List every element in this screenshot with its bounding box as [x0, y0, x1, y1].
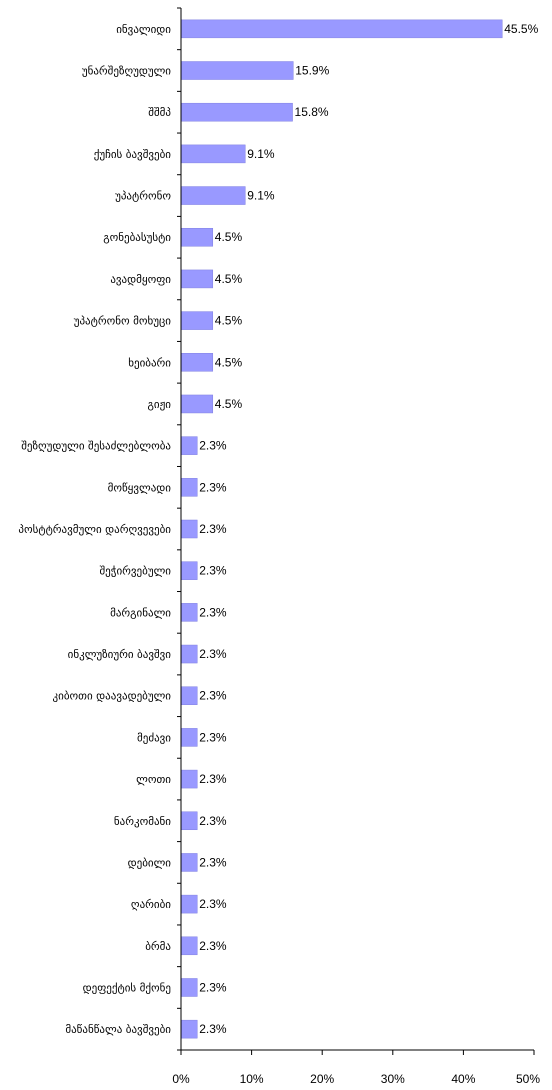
value-label: 2.3% — [199, 480, 227, 494]
value-label: 2.3% — [199, 772, 227, 786]
bar — [180, 519, 198, 539]
category-label: ინკლუზიური ბავშვი — [68, 648, 172, 661]
category-label: მეძავი — [137, 731, 171, 744]
category-label: ავადმყოფი — [110, 273, 171, 286]
category-label: კიბოთი დაავადებული — [53, 690, 172, 703]
category-label: მარგინალი — [110, 606, 171, 619]
bar — [180, 728, 198, 747]
x-tick-label: 20% — [310, 1072, 334, 1086]
value-label: 2.3% — [199, 814, 227, 828]
value-label: 2.3% — [199, 939, 227, 953]
category-label: ლოთი — [136, 773, 171, 786]
x-ticks-group: 0% 10% 20% 30% 40% 50% — [172, 1050, 540, 1086]
bar — [180, 1019, 198, 1039]
category-label: მოწყვლადი — [108, 481, 172, 494]
category-label: უპატრონო მოხუცი — [74, 315, 172, 328]
bars-group — [180, 19, 503, 1039]
bar — [180, 186, 246, 205]
bar — [180, 19, 503, 39]
x-tick-label: 40% — [451, 1072, 475, 1086]
category-label: ქუჩის ბავშვები — [94, 148, 172, 161]
category-label: გონებასუსტი — [103, 231, 171, 244]
x-tick-label: 10% — [240, 1072, 264, 1086]
category-label: დეფექტის მქონე — [83, 981, 171, 994]
category-label: უპატრონო — [115, 190, 171, 203]
value-label: 45.5% — [504, 22, 538, 36]
bar — [180, 394, 214, 414]
value-label: 2.3% — [199, 439, 227, 453]
x-tick-label: 30% — [381, 1072, 405, 1086]
bar — [180, 311, 214, 330]
bar — [180, 561, 198, 580]
category-label: ნარკომანი — [114, 815, 171, 828]
bar — [180, 269, 214, 289]
bar — [180, 144, 246, 164]
value-label: 2.3% — [199, 605, 227, 619]
category-label: ინვალიდი — [116, 23, 171, 36]
bar — [180, 853, 198, 872]
value-label: 15.8% — [295, 105, 329, 119]
bar — [180, 436, 198, 455]
bar — [180, 686, 198, 705]
value-label: 2.3% — [199, 980, 227, 994]
bar — [180, 478, 198, 497]
value-label: 4.5% — [215, 272, 243, 286]
value-labels-group: 45.5% 15.9% 15.8% 9.1% 9.1% 4.5% 4.5% 4.5% 4.5% 4… — [199, 22, 538, 1036]
value-label: 2.3% — [199, 730, 227, 744]
category-label: პოსტტრავმული დარღვევები — [18, 523, 171, 536]
bar — [180, 894, 198, 914]
value-label: 2.3% — [199, 564, 227, 578]
category-label: შეჭირვებული — [99, 565, 171, 578]
bar — [180, 644, 198, 664]
category-label: დებილი — [128, 856, 172, 869]
bar — [180, 811, 198, 831]
value-label: 2.3% — [199, 647, 227, 661]
category-label: შშმპ — [148, 106, 171, 119]
category-label: უნარშეზღუდული — [82, 65, 171, 78]
bar — [180, 769, 198, 789]
category-label: შეზღუდული შესაძლებლობა — [21, 440, 171, 453]
x-tick-label: 0% — [172, 1072, 190, 1086]
x-tick-label: 50% — [516, 1072, 540, 1086]
bar — [180, 936, 198, 956]
value-label: 2.3% — [199, 1022, 227, 1036]
category-label: ხეიბარი — [128, 356, 171, 369]
axes-group — [177, 7, 534, 1051]
value-label: 4.5% — [215, 355, 243, 369]
value-label: 4.5% — [215, 397, 243, 411]
value-label: 2.3% — [199, 897, 227, 911]
category-label: მაწანწალა ბავშვები — [65, 1023, 171, 1036]
bar — [180, 102, 293, 122]
bar — [180, 61, 294, 80]
bar — [180, 227, 214, 247]
value-label: 9.1% — [247, 189, 275, 203]
value-label: 2.3% — [199, 522, 227, 536]
bar — [180, 978, 198, 997]
bar — [180, 353, 214, 372]
category-labels-group: ინვალიდი უნარშეზღუდული შშმპ ქუჩის ბავშვები უ… — [18, 23, 171, 1036]
category-label: ბრმა — [145, 940, 171, 953]
category-label: ღარიბი — [131, 898, 171, 911]
value-label: 4.5% — [215, 314, 243, 328]
bar — [180, 603, 198, 622]
value-label: 2.3% — [199, 689, 227, 703]
value-label: 4.5% — [215, 230, 243, 244]
value-label: 15.9% — [295, 64, 329, 78]
category-label: გიჟი — [148, 398, 172, 411]
value-label: 9.1% — [247, 147, 275, 161]
value-label: 2.3% — [199, 855, 227, 869]
